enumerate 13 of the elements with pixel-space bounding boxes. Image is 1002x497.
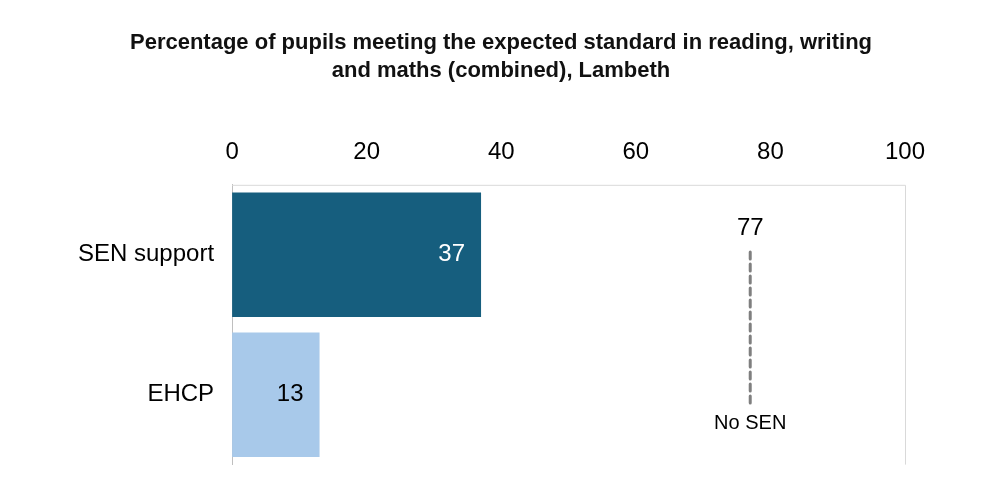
ref-line-label: No SEN: [714, 410, 787, 433]
data-label: 37: [438, 239, 466, 267]
y-tick-label: SEN support: [77, 239, 215, 267]
chart-title: Percentage of pupils meeting the expected standard in reading, writing and maths (combined), Lambeth: [129, 28, 873, 84]
x-tick-label: 0: [225, 137, 239, 165]
data-label: 13: [276, 379, 304, 407]
x-tick-label: 40: [487, 137, 515, 165]
y-tick-label: EHCP: [147, 379, 215, 407]
x-tick-label: 60: [622, 137, 650, 165]
annotation: 77: [736, 212, 764, 240]
x-tick-label: 20: [353, 137, 380, 165]
x-tick-label: 80: [757, 137, 784, 165]
x-tick-label: 100: [884, 137, 926, 165]
